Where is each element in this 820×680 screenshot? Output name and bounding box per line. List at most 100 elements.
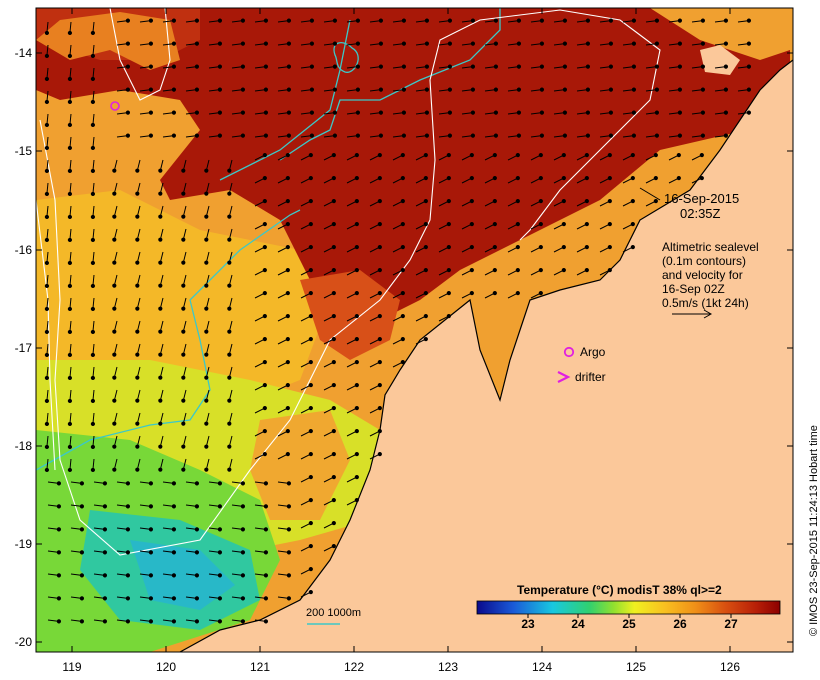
velocity-arrow-head xyxy=(204,191,209,196)
velocity-arrow-head xyxy=(158,191,163,196)
velocity-arrow-head xyxy=(539,18,545,23)
velocity-arrow-head xyxy=(217,87,223,92)
velocity-arrow-head xyxy=(102,596,108,601)
velocity-arrow-head xyxy=(194,481,200,486)
velocity-arrow-head xyxy=(135,214,140,219)
velocity-arrow-head xyxy=(148,527,154,532)
velocity-arrow-head xyxy=(262,451,267,457)
velocity-arrow-head xyxy=(584,244,589,250)
velocity-arrow-head xyxy=(654,18,660,23)
velocity-arrow-head xyxy=(56,504,62,509)
map-frame xyxy=(35,7,794,653)
velocity-arrow-head xyxy=(227,191,232,196)
velocity-arrow-head xyxy=(585,110,591,115)
velocity-arrow-head xyxy=(158,375,163,380)
velocity-arrow-head xyxy=(158,306,163,311)
velocity-arrow-head xyxy=(67,421,73,427)
velocity-arrow-head xyxy=(446,267,451,273)
velocity-arrow-head xyxy=(377,336,382,342)
velocity-arrow-head xyxy=(401,133,407,138)
velocity-arrow-head xyxy=(699,175,704,181)
velocity-arrow-head xyxy=(493,110,499,115)
velocity-arrow-head xyxy=(308,520,313,526)
velocity-arrow-head xyxy=(332,133,338,138)
velocity-arrow-head xyxy=(676,152,681,158)
lon-label: 126 xyxy=(719,660,741,674)
velocity-arrow-head xyxy=(44,375,50,381)
velocity-arrow-head xyxy=(67,237,73,243)
velocity-arrow-head xyxy=(125,41,131,46)
velocity-arrow-head xyxy=(723,133,729,138)
velocity-arrow-head xyxy=(227,260,232,265)
lon-label: 120 xyxy=(155,660,177,674)
velocity-arrow-head xyxy=(90,375,96,381)
velocity-arrow-head xyxy=(355,41,361,46)
lat-ticks xyxy=(36,52,793,643)
velocity-arrow-head xyxy=(158,214,163,219)
velocity-arrow-head xyxy=(538,244,543,250)
velocity-arrow-head xyxy=(171,504,177,509)
velocity-arrow-head xyxy=(516,87,522,92)
velocity-arrow-head xyxy=(181,168,186,173)
velocity-arrow-head xyxy=(585,64,591,69)
velocity-arrow-head xyxy=(263,87,269,92)
velocity-arrow-head xyxy=(400,244,405,250)
velocity-arrow-head xyxy=(516,110,522,115)
colorbar-tick-label: 26 xyxy=(673,617,687,631)
velocity-arrow-head xyxy=(262,267,267,273)
velocity-arrow-head xyxy=(240,87,246,92)
scale-arrow-head xyxy=(703,309,713,319)
velocity-arrow-head xyxy=(227,306,232,311)
velocity-arrow-head xyxy=(262,221,267,227)
velocity-arrow-head xyxy=(67,398,73,404)
velocity-arrow-head xyxy=(469,198,474,204)
argo-legend-symbol xyxy=(563,346,575,358)
velocity-arrow-head xyxy=(240,596,246,601)
velocity-arrow-head xyxy=(135,260,140,265)
velocity-arrow-head xyxy=(562,18,568,23)
velocity-arrow-head xyxy=(493,133,499,138)
velocity-arrow-head xyxy=(79,573,85,578)
velocity-arrow-head xyxy=(331,267,336,273)
velocity-arrow-head xyxy=(148,481,154,486)
velocity-arrow-head xyxy=(493,87,499,92)
velocity-arrow-head xyxy=(158,168,163,173)
velocity-arrow-head xyxy=(354,290,359,296)
velocity-arrow-head xyxy=(286,87,292,92)
legend-line: 0.5m/s (1kt 24h) xyxy=(662,296,749,310)
velocity-arrow-head xyxy=(90,191,96,197)
velocity-arrow-head xyxy=(90,260,96,266)
velocity-arrow-head xyxy=(446,152,451,158)
velocity-arrow-head xyxy=(653,152,658,158)
velocity-arrow-head xyxy=(171,619,177,624)
velocity-arrow-head xyxy=(148,64,154,69)
velocity-arrow-head xyxy=(227,421,232,426)
velocity-arrow-head xyxy=(90,168,96,174)
velocity-arrow-head xyxy=(112,306,117,311)
velocity-arrow-head xyxy=(631,87,637,92)
lon-label: 121 xyxy=(249,660,271,674)
velocity-arrow-head xyxy=(424,41,430,46)
velocity-arrow-head xyxy=(538,175,543,181)
velocity-arrow-head xyxy=(308,267,313,273)
velocity-arrow-head xyxy=(331,451,336,457)
velocity-arrow-head xyxy=(492,175,497,181)
velocity-arrow-head xyxy=(44,99,50,105)
velocity-arrow-head xyxy=(286,573,292,578)
velocity-arrow-head xyxy=(331,152,336,158)
velocity-arrow-head xyxy=(67,283,73,289)
shelf-contour-200m xyxy=(36,8,501,471)
velocity-arrow-head xyxy=(112,467,117,472)
velocity-arrow-head xyxy=(746,87,752,92)
velocity-arrow-head xyxy=(44,237,50,243)
velocity-arrow-head xyxy=(286,504,292,509)
velocity-arrow-head xyxy=(217,550,223,555)
velocity-arrow-head xyxy=(608,87,614,92)
velocity-arrow-head xyxy=(332,110,338,115)
velocity-arrow-head xyxy=(181,444,186,449)
velocity-arrow-head xyxy=(607,221,612,227)
velocity-arrow-head xyxy=(331,520,336,526)
velocity-arrow-head xyxy=(308,382,313,388)
velocity-arrow-head xyxy=(377,451,382,457)
velocity-arrow-head xyxy=(181,467,186,472)
